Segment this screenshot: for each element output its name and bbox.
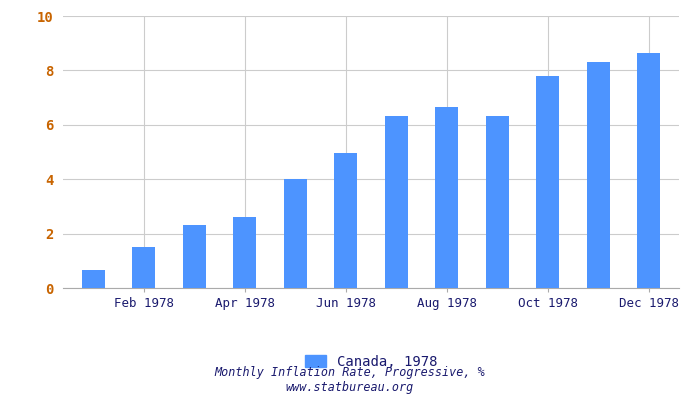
Bar bbox=[132, 247, 155, 288]
Bar bbox=[385, 116, 407, 288]
Bar bbox=[435, 107, 458, 288]
Text: Monthly Inflation Rate, Progressive, %: Monthly Inflation Rate, Progressive, % bbox=[215, 366, 485, 379]
Bar bbox=[284, 179, 307, 288]
Bar bbox=[486, 116, 509, 288]
Bar bbox=[82, 270, 105, 288]
Bar bbox=[587, 62, 610, 288]
Bar bbox=[637, 53, 660, 288]
Bar bbox=[183, 226, 206, 288]
Bar bbox=[233, 217, 256, 288]
Legend: Canada, 1978: Canada, 1978 bbox=[299, 349, 443, 374]
Text: www.statbureau.org: www.statbureau.org bbox=[286, 381, 414, 394]
Bar bbox=[335, 153, 357, 288]
Bar bbox=[536, 76, 559, 288]
